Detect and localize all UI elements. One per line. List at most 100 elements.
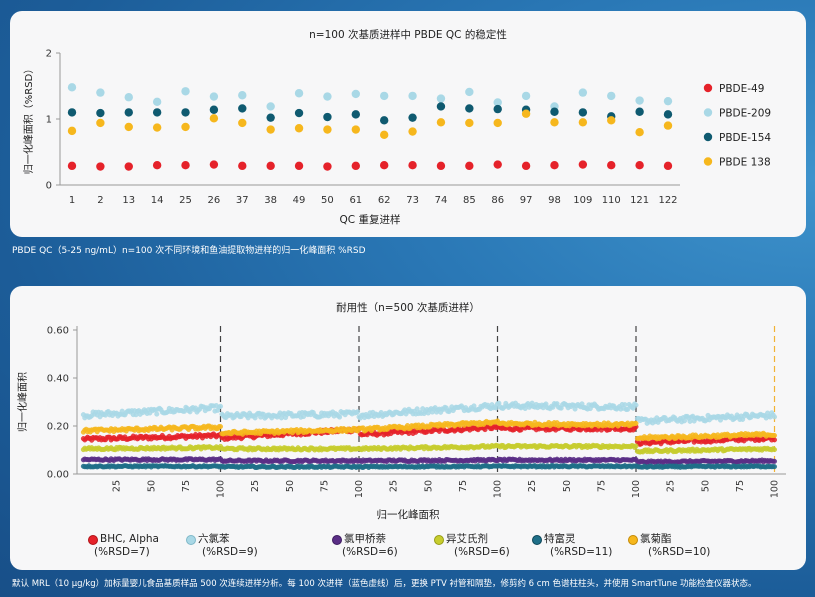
chart1-x-tick-label: 14 bbox=[151, 195, 164, 206]
chart1-point-pbde-138 bbox=[607, 116, 616, 125]
chart1-point-pbde-138 bbox=[635, 128, 644, 137]
chart1-x-tick-label: 13 bbox=[122, 195, 135, 206]
chart1-point-pbde-209 bbox=[379, 91, 389, 101]
chart2-point-tefluthrin bbox=[772, 464, 778, 470]
chart1-point-pbde-49 bbox=[181, 161, 190, 170]
chart2-point-hexa bbox=[633, 402, 639, 408]
chart1-x-tick-label: 74 bbox=[435, 195, 448, 206]
chart2-point-hexa bbox=[687, 418, 693, 424]
chart1-point-pbde-49 bbox=[521, 161, 531, 171]
chart1-point-pbde-209 bbox=[635, 96, 644, 105]
chart1-x-tick-label: 98 bbox=[548, 195, 561, 206]
chart1-point-pbde-154 bbox=[408, 113, 417, 122]
chart1-legend-label: PBDE 138 bbox=[719, 157, 771, 169]
robustness-legend: BHC, Alpha (%RSD=7) 六氯苯 (%RSD=9) 氯甲桥萘 (%… bbox=[10, 530, 806, 570]
chart1-x-tick-label: 1 bbox=[69, 195, 75, 206]
chart1-point-pbde-138 bbox=[408, 127, 417, 136]
legend-rsd-isodrin: (%RSD=6) bbox=[454, 546, 510, 558]
chart1-y-tick-label: 0 bbox=[46, 181, 52, 192]
chart1-point-pbde-138 bbox=[379, 130, 389, 140]
legend-label-bhc: BHC, Alpha bbox=[100, 533, 159, 545]
chart2-point-hexa bbox=[355, 409, 361, 415]
chart1-x-axis-label: QC 重复进样 bbox=[340, 213, 401, 226]
chart1-point-pbde-209 bbox=[408, 91, 417, 101]
chart1-x-tick-label: 73 bbox=[406, 195, 419, 206]
chart1-point-pbde-49 bbox=[67, 161, 77, 171]
chart2-point-fenpropathrin bbox=[772, 432, 778, 438]
chart1-point-pbde-49 bbox=[408, 161, 417, 170]
chart1-point-pbde-154 bbox=[578, 108, 588, 117]
chart2-x-tick-label: 100 bbox=[631, 480, 642, 498]
chart2-point-hexa bbox=[154, 411, 160, 417]
legend-rsd-chlordene: (%RSD=6) bbox=[342, 546, 398, 558]
chart1-point-pbde-154 bbox=[465, 104, 474, 113]
chart1-x-tick-label: 110 bbox=[602, 195, 621, 206]
chart1-y-axis-label: 归一化峰面积（%RSD） bbox=[22, 64, 35, 175]
chart1-y-tick-label: 2 bbox=[46, 49, 52, 60]
chart1-point-pbde-138 bbox=[493, 118, 502, 128]
chart2-point-fenpropathrin bbox=[217, 424, 223, 430]
chart1-point-pbde-154 bbox=[209, 105, 219, 114]
chart2-x-tick-label: 100 bbox=[770, 480, 781, 498]
chart1-point-pbde-49 bbox=[550, 161, 559, 170]
chart1-point-pbde-209 bbox=[238, 91, 247, 100]
chart1-x-tick-label: 109 bbox=[573, 195, 592, 206]
chart1-point-pbde-138 bbox=[124, 122, 133, 132]
legend-marker-fenpropathrin bbox=[628, 535, 638, 545]
chart1-point-pbde-138 bbox=[323, 125, 332, 134]
chart2-x-tick-label: 50 bbox=[146, 480, 157, 492]
chart1-point-pbde-138 bbox=[663, 121, 673, 130]
chart2-x-tick-label: 100 bbox=[216, 480, 227, 498]
chart2-point-isodrin bbox=[772, 447, 778, 453]
chart1-point-pbde-138 bbox=[152, 123, 162, 132]
chart2-point-hexa bbox=[217, 403, 223, 409]
chart2-y-axis-label: 归一化峰面积 bbox=[16, 372, 29, 432]
chart1-point-pbde-49 bbox=[493, 160, 502, 169]
chart1-x-tick-label: 2 bbox=[97, 195, 103, 206]
chart2-x-axis-label: 归一化峰面积 bbox=[377, 508, 440, 521]
chart2-point-bhc bbox=[772, 437, 778, 443]
chart1-legend-label: PBDE-154 bbox=[719, 132, 771, 144]
chart1-x-tick-label: 49 bbox=[293, 195, 306, 206]
chart1-point-pbde-49 bbox=[152, 161, 162, 170]
chart1-point-pbde-49 bbox=[436, 161, 446, 171]
chart1-point-pbde-49 bbox=[578, 160, 588, 169]
chart1-point-pbde-49 bbox=[351, 161, 361, 171]
chart1-x-tick-label: 62 bbox=[378, 195, 391, 206]
chart2-x-tick-label: 50 bbox=[562, 480, 573, 492]
chart1-x-tick-label: 50 bbox=[321, 195, 334, 206]
chart2-point-isodrin bbox=[633, 443, 639, 449]
chart1-point-pbde-49 bbox=[294, 161, 304, 171]
chart1-point-pbde-209 bbox=[607, 91, 616, 101]
legend-label-chlordene: 氯甲桥萘 bbox=[344, 533, 386, 545]
robustness-chart: 耐用性（n=500 次基质进样） 0.00 0.20 0.40 0.60 归一化峰面积 25… bbox=[16, 301, 786, 521]
chart2-x-tick-label: 25 bbox=[250, 480, 261, 492]
chart1-point-pbde-154 bbox=[323, 112, 332, 122]
chart1-point-pbde-154 bbox=[379, 116, 389, 125]
chart2-point-fenpropathrin bbox=[633, 420, 639, 426]
chart1-point-pbde-154 bbox=[67, 108, 77, 117]
chart1-point-pbde-209 bbox=[436, 94, 446, 103]
chart1-point-pbde-154 bbox=[436, 102, 446, 111]
legend-label-isodrin: 异艾氏剂 bbox=[446, 533, 488, 545]
chart1-x-tick-label: 38 bbox=[264, 195, 277, 206]
chart2-x-tick-label: 25 bbox=[527, 480, 538, 492]
chart1-x-tick-label: 121 bbox=[630, 195, 649, 206]
chart1-point-pbde-154 bbox=[294, 108, 304, 118]
chart2-x-tick-label: 75 bbox=[735, 480, 746, 492]
chart2-x-tick-label: 75 bbox=[458, 480, 469, 492]
chart2-point-hexa bbox=[337, 414, 343, 420]
legend-marker-hexachlorobenzene bbox=[186, 535, 196, 545]
chart1-point-pbde-154 bbox=[635, 107, 644, 116]
chart1-x-tick-label: 25 bbox=[179, 195, 192, 206]
chart2-x-tick-label: 50 bbox=[285, 480, 296, 492]
chart1-title: n=100 次基质进样中 PBDE QC 的稳定性 bbox=[309, 28, 507, 41]
chart1-point-pbde-209 bbox=[96, 88, 105, 97]
chart1-y-tick-label: 1 bbox=[46, 115, 52, 126]
chart1-point-pbde-154 bbox=[124, 108, 133, 117]
pbde-stability-panel: n=100 次基质进样中 PBDE QC 的稳定性 0 1 2 1 2 13 14 25 26 37… bbox=[10, 11, 806, 237]
chart2-point-hexa bbox=[414, 406, 420, 412]
chart1-point-pbde-138 bbox=[96, 118, 105, 128]
legend-marker-chlordene bbox=[332, 535, 342, 545]
chart1-point-pbde-154 bbox=[550, 107, 559, 116]
